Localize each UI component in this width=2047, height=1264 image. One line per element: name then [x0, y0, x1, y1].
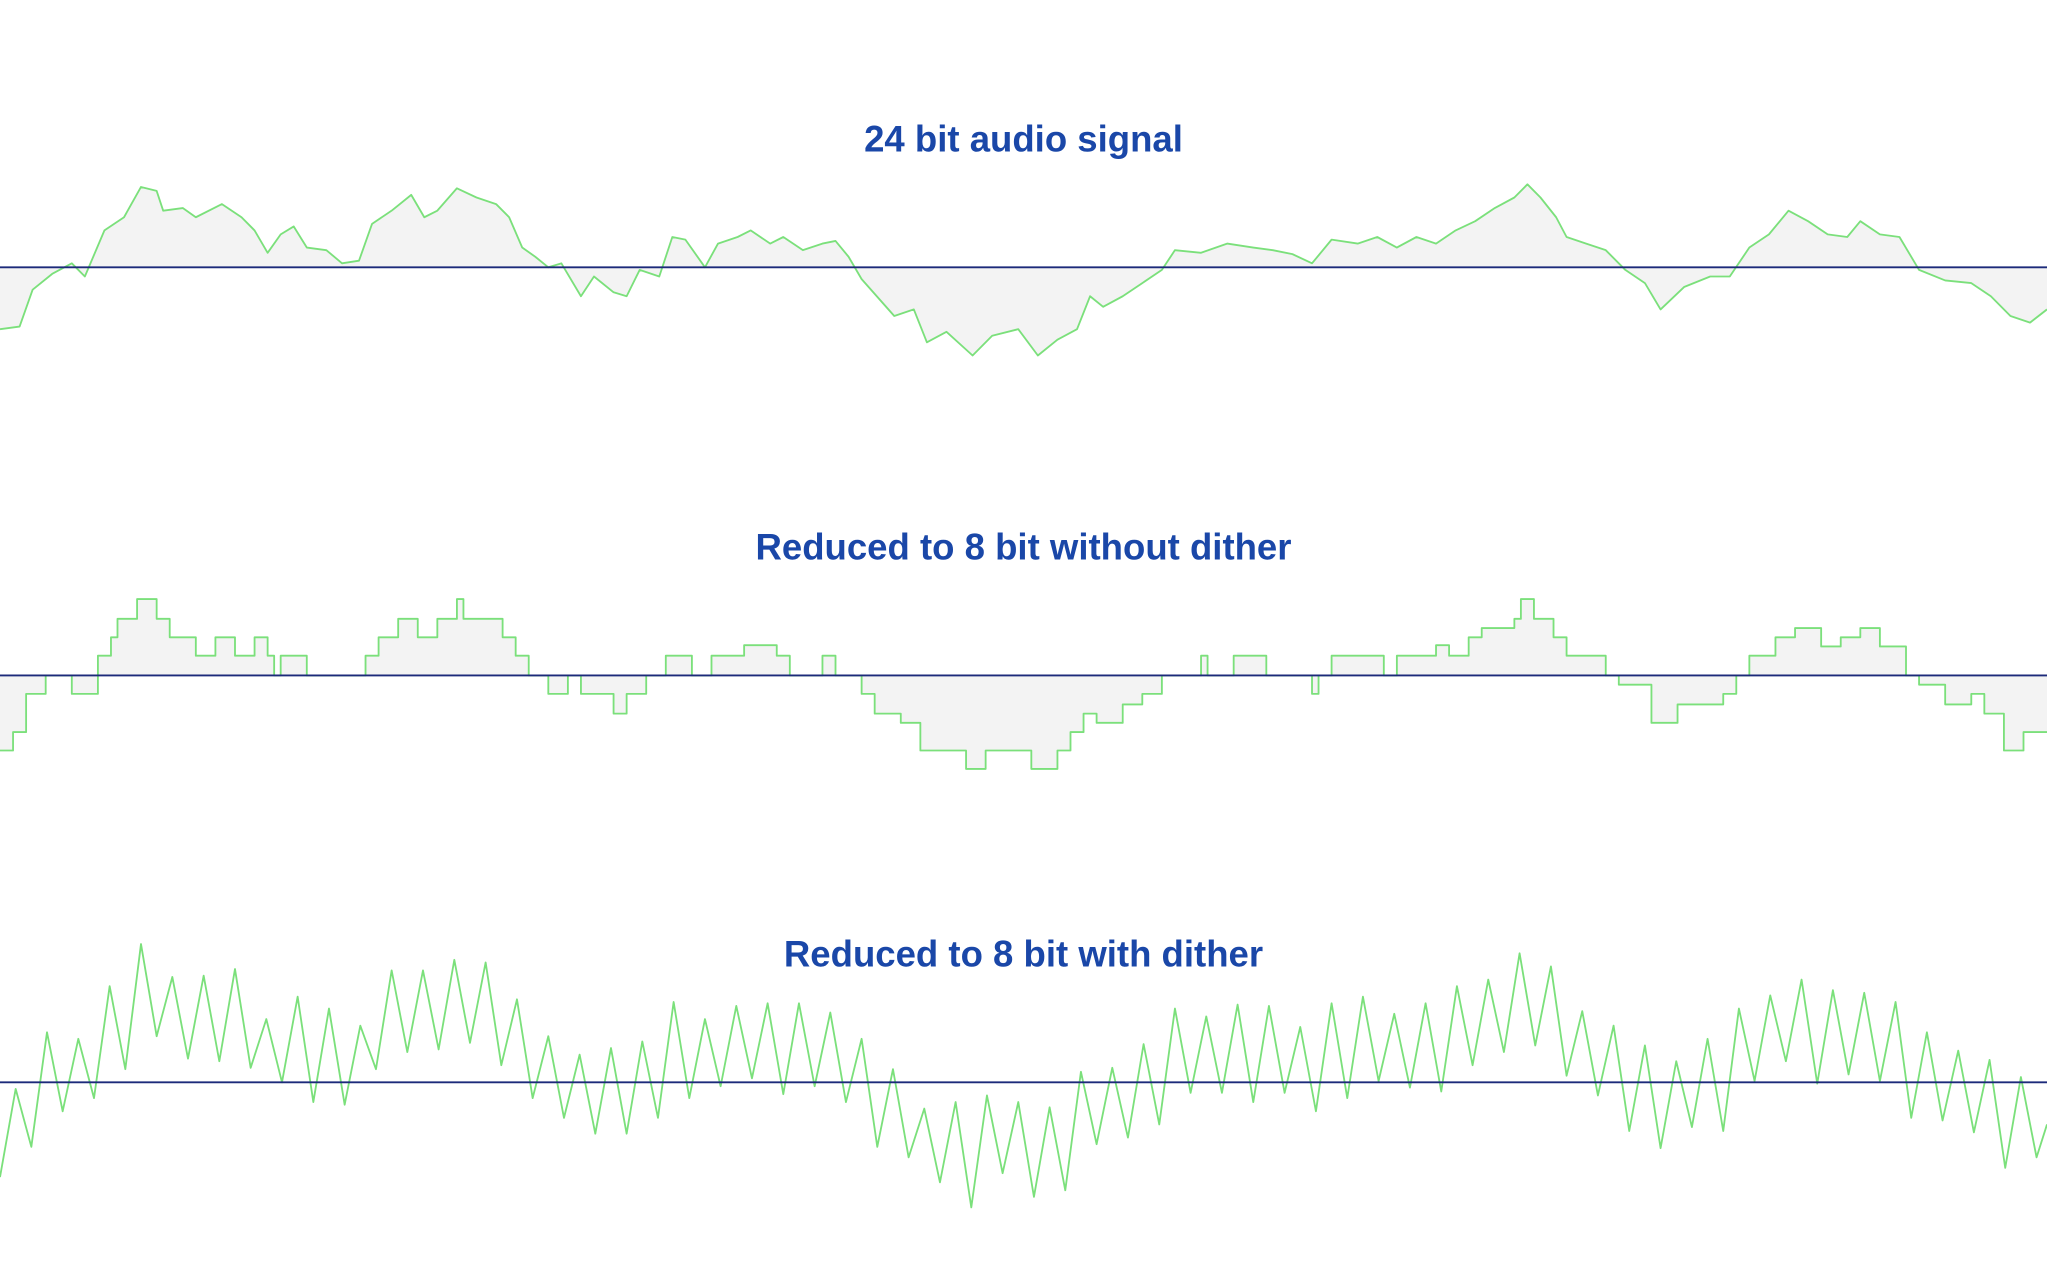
- panel-8bit-no-dither: Reduced to 8 bit without dither: [0, 526, 2047, 770]
- waveform: [0, 598, 2047, 770]
- panel-8bit-dither: Reduced to 8 bit with dither: [0, 933, 2047, 1209]
- panel-title: 24 bit audio signal: [864, 118, 1183, 159]
- panel-title: Reduced to 8 bit with dither: [784, 933, 1263, 974]
- panel-24bit: 24 bit audio signal: [0, 118, 2047, 357]
- waveform: [0, 183, 2047, 357]
- panel-title: Reduced to 8 bit without dither: [756, 526, 1292, 567]
- waveform-fill: [0, 599, 2047, 769]
- waveform: [0, 943, 2047, 1209]
- waveform-fill: [0, 184, 2047, 356]
